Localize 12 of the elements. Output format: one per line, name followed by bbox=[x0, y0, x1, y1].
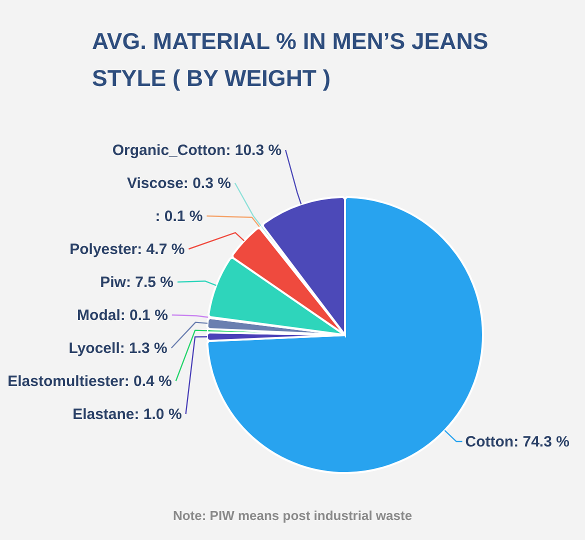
slice-label: Elastane: 1.0 % bbox=[72, 406, 182, 423]
chart-title: AVG. MATERIAL % IN MEN’S JEANS STYLE ( BY WEIGHT ) bbox=[92, 28, 488, 91]
slice-label: Organic_Cotton: 10.3 % bbox=[112, 142, 282, 159]
text: Note: PIW means post industrial waste bbox=[172, 508, 412, 523]
slice-label: Cotton: 74.3 % bbox=[465, 433, 570, 450]
slice-label: Piw: 7.5 % bbox=[100, 274, 174, 291]
data-label: : 0.1 % bbox=[155, 208, 203, 225]
slice-label: Modal: 0.1 % bbox=[77, 307, 168, 324]
slice-label: Polyester: 4.7 % bbox=[70, 241, 185, 258]
slice-label: Elastomultiester: 0.4 % bbox=[8, 373, 172, 390]
slice-label: Viscose: 0.3 % bbox=[126, 175, 231, 192]
slice-label: Lyocell: 1.3 % bbox=[68, 340, 168, 357]
